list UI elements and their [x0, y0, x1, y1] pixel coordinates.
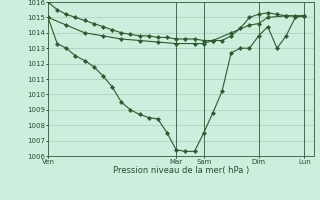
X-axis label: Pression niveau de la mer( hPa ): Pression niveau de la mer( hPa )	[113, 166, 249, 175]
